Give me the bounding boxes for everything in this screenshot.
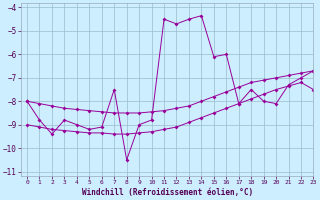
X-axis label: Windchill (Refroidissement éolien,°C): Windchill (Refroidissement éolien,°C) (82, 188, 253, 197)
